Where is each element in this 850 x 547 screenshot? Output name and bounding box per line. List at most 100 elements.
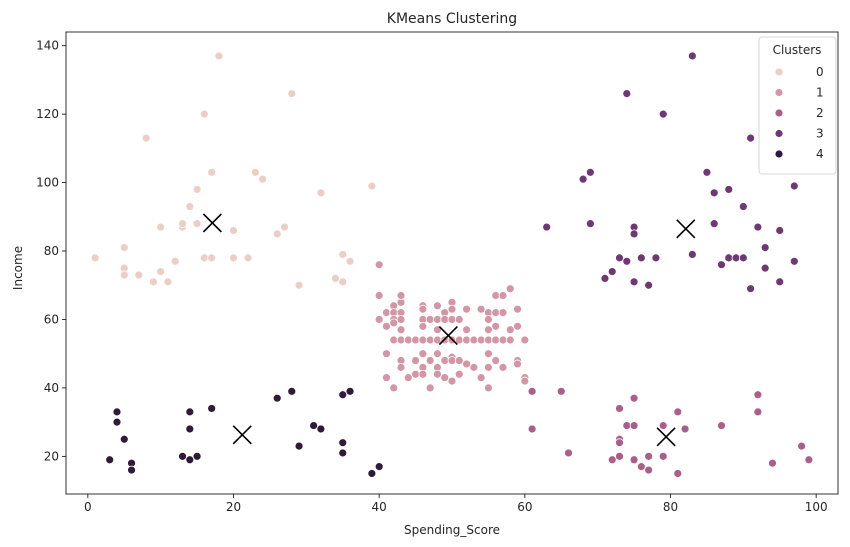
data-point-cluster-4 (185, 424, 195, 434)
centroid-marker (676, 219, 696, 239)
centroid-marker (202, 213, 222, 233)
data-point-cluster-1 (513, 321, 522, 331)
data-point-cluster-4 (345, 386, 355, 396)
data-point-cluster-1 (447, 376, 457, 386)
data-point-cluster-0 (192, 219, 202, 229)
data-point-cluster-3 (731, 253, 741, 263)
data-point-cluster-1 (411, 356, 420, 365)
data-point-cluster-4 (374, 462, 384, 472)
data-point-cluster-0 (163, 277, 173, 287)
data-point-cluster-1 (433, 315, 442, 324)
data-point-cluster-1 (491, 321, 501, 331)
data-point-cluster-1 (454, 369, 464, 379)
data-point-cluster-0 (294, 280, 304, 290)
data-point-cluster-2 (753, 390, 763, 400)
y-tick-label: 40 (44, 381, 59, 395)
data-point-cluster-1 (433, 369, 442, 379)
data-point-cluster-4 (294, 441, 304, 451)
data-point-cluster-1 (513, 359, 522, 369)
data-point-cluster-2 (629, 393, 639, 403)
data-point-cluster-3 (760, 263, 770, 273)
centroid-marker (438, 325, 458, 346)
legend-label-4: 4 (816, 147, 824, 161)
data-point-cluster-3 (629, 229, 639, 239)
data-point-cluster-1 (484, 383, 493, 393)
data-point-cluster-4 (338, 390, 348, 400)
data-point-cluster-1 (396, 335, 406, 345)
data-point-cluster-3 (709, 188, 719, 198)
data-point-cluster-3 (622, 89, 632, 98)
data-point-cluster-1 (440, 356, 450, 365)
data-point-cluster-2 (615, 438, 624, 448)
data-point-cluster-1 (491, 308, 501, 318)
data-point-cluster-0 (280, 222, 289, 232)
data-point-cluster-1 (440, 315, 450, 324)
data-point-cluster-3 (746, 133, 756, 143)
data-point-cluster-0 (229, 226, 238, 235)
data-point-cluster-3 (651, 253, 661, 263)
data-point-cluster-1 (447, 356, 457, 365)
data-point-cluster-0 (178, 219, 187, 229)
data-point-cluster-3 (687, 250, 697, 259)
data-point-cluster-0 (243, 253, 253, 263)
data-point-cluster-1 (389, 318, 399, 328)
data-point-cluster-1 (382, 349, 391, 359)
data-point-cluster-2 (673, 407, 683, 417)
y-tick-label: 100 (36, 176, 59, 190)
data-point-cluster-0 (214, 51, 224, 61)
data-point-cluster-4 (112, 417, 122, 427)
data-point-cluster-2 (527, 386, 537, 396)
y-tick-label: 80 (44, 244, 59, 258)
data-point-cluster-1 (418, 369, 428, 379)
data-point-cluster-3 (687, 51, 697, 61)
data-point-cluster-1 (382, 373, 391, 383)
data-point-cluster-1 (469, 362, 479, 372)
data-point-cluster-1 (418, 304, 428, 314)
data-point-cluster-0 (170, 256, 180, 266)
data-point-cluster-3 (542, 222, 552, 232)
data-point-cluster-1 (425, 335, 435, 345)
data-point-cluster-2 (636, 462, 646, 472)
data-point-cluster-3 (702, 167, 712, 177)
legend-box (758, 36, 837, 175)
data-point-cluster-0 (148, 277, 158, 287)
data-point-cluster-1 (484, 315, 493, 324)
data-point-cluster-1 (476, 335, 486, 345)
legend-marker-2 (774, 108, 784, 118)
data-point-cluster-0 (367, 181, 377, 191)
data-point-cluster-3 (658, 109, 668, 119)
x-tick-label: 40 (372, 500, 387, 514)
legend-marker-1 (774, 88, 784, 97)
data-point-cluster-1 (418, 349, 428, 359)
data-point-cluster-4 (192, 451, 202, 461)
data-point-cluster-1 (476, 373, 486, 383)
legend: Clusters 0 1 2 3 4 (758, 36, 837, 175)
data-point-cluster-4 (287, 386, 297, 396)
data-point-cluster-3 (724, 253, 734, 263)
data-point-cluster-2 (753, 407, 763, 417)
chart-title: KMeans Clustering (387, 11, 517, 27)
y-tick-label: 120 (36, 107, 59, 121)
data-point-cluster-1 (498, 308, 508, 318)
data-point-cluster-3 (585, 167, 595, 177)
data-point-cluster-3 (738, 253, 748, 263)
plot-frame (65, 31, 839, 495)
data-point-cluster-3 (738, 202, 748, 211)
x-tick-label: 80 (663, 500, 678, 514)
data-point-cluster-1 (411, 369, 420, 379)
data-point-cluster-1 (484, 362, 493, 372)
data-point-cluster-3 (724, 185, 734, 194)
data-point-cluster-1 (447, 304, 457, 314)
data-point-cluster-3 (789, 181, 799, 191)
data-point-cluster-0 (141, 133, 151, 143)
data-point-cluster-1 (418, 321, 428, 331)
data-point-cluster-4 (185, 407, 195, 417)
data-point-cluster-1 (425, 315, 435, 324)
legend-label-2: 2 (816, 106, 824, 120)
centroid-marker (656, 427, 676, 447)
data-point-cluster-2 (607, 455, 617, 465)
data-point-cluster-0 (134, 270, 144, 280)
data-point-cluster-1 (505, 284, 515, 294)
centroids-layer (202, 213, 696, 447)
x-tick-label: 0 (84, 500, 92, 514)
